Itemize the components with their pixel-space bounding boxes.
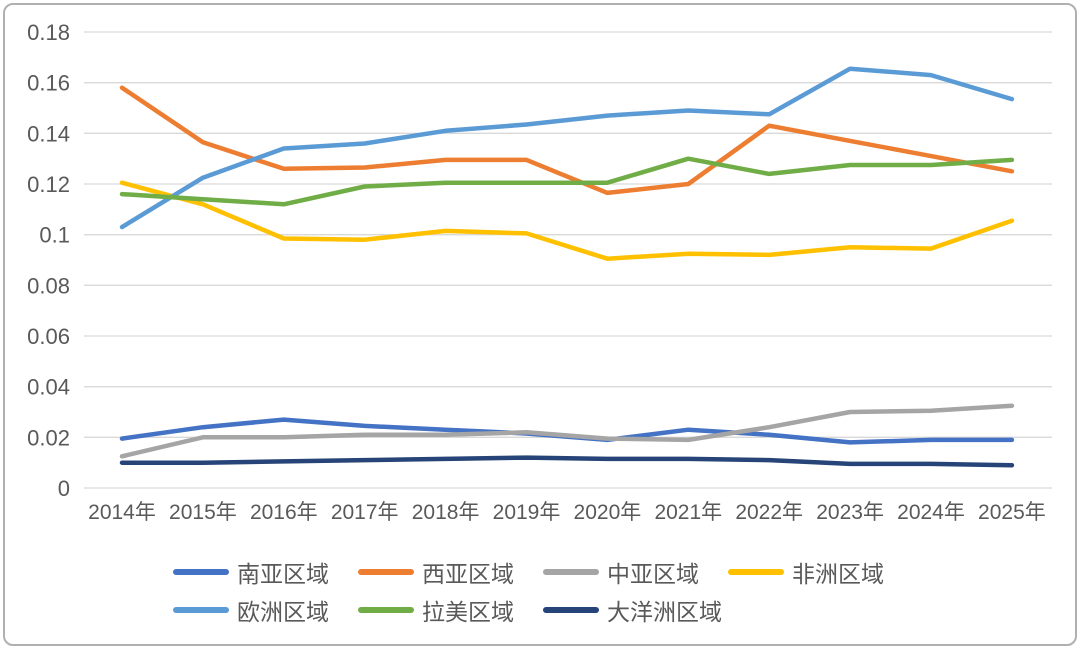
legend-label: 南亚区域 [237,560,329,587]
legend-item-3: 非洲区域 [728,556,913,587]
y-axis-tick-label: 0.08 [27,273,70,298]
legend-item-1: 西亚区域 [358,556,543,587]
x-axis-tick-label: 2016年 [250,501,318,524]
legend-item-0: 南亚区域 [173,556,358,587]
regional-trend-line-chart: 0.18 0.16 0.14 0.12 0.1 0.08 0.06 0.04 0.02 0 2014… [27,20,1052,524]
x-axis-tick-label: 2015年 [169,501,237,524]
y-axis-tick-label: 0.16 [27,71,70,96]
legend-label: 非洲区域 [792,560,884,587]
legend-label: 中亚区域 [607,560,699,587]
chart-legend: 南亚区域 西亚区域 中亚区域 非洲区域欧洲区域 拉美区域 大洋洲区域 [173,556,933,625]
legend-line-swatch [358,568,414,575]
series-line-6 [119,455,1015,468]
series-line-5 [119,156,1015,207]
legend-line-swatch [173,568,229,575]
series-line-3 [119,180,1015,261]
legend-label: 欧洲区域 [237,598,329,625]
y-axis-tick-label: 0.02 [27,425,70,450]
legend-item-5: 拉美区域 [358,594,543,625]
x-axis-tick-label: 2018年 [412,501,480,524]
legend-label: 西亚区域 [422,560,514,587]
x-axis-tick-label: 2021年 [654,501,722,524]
legend-line-swatch [173,606,229,613]
y-axis-tick-label: 0.04 [27,375,70,400]
series-line-4 [119,66,1015,230]
x-axis-tick-label: 2014年 [88,501,156,524]
x-axis-tick-label: 2017年 [331,501,399,524]
y-axis-tick-label: 0.06 [27,324,70,349]
x-axis-tick-label: 2025年 [978,501,1046,524]
x-axis-tick-label: 2023年 [816,501,884,524]
legend-label: 大洋洲区域 [607,598,722,625]
x-axis-tick-label: 2019年 [493,501,561,524]
legend-line-swatch [543,568,599,575]
x-axis-tick-label: 2022年 [735,501,803,524]
chart-frame: 0.18 0.16 0.14 0.12 0.1 0.08 0.06 0.04 0.02 0 2014… [3,3,1077,646]
y-axis-tick-label: 0.18 [27,20,70,45]
series-line-1 [119,85,1015,196]
legend-item-6: 大洋洲区域 [543,594,728,625]
y-axis-tick-label: 0.14 [27,121,70,146]
y-axis-tick-label: 0 [58,476,70,501]
y-axis-tick-label: 0.1 [39,223,70,248]
legend-line-swatch [728,568,784,575]
y-axis-tick-label: 0.12 [27,172,70,197]
x-axis-tick-label: 2020年 [574,501,642,524]
legend-item-2: 中亚区域 [543,556,728,587]
x-axis-tick-label: 2024年 [897,501,965,524]
legend-item-4: 欧洲区域 [173,594,358,625]
legend-line-swatch [358,606,414,613]
legend-line-swatch [543,606,599,613]
series-line-2 [119,403,1015,459]
legend-label: 拉美区域 [422,598,514,625]
